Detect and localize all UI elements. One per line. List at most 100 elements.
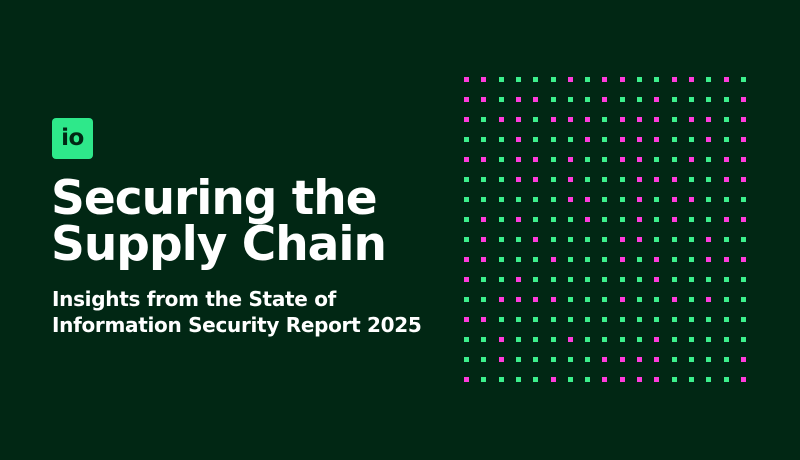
green-dot xyxy=(619,317,625,322)
magenta-dot xyxy=(481,237,487,242)
green-dot xyxy=(533,317,539,322)
magenta-dot xyxy=(481,317,487,322)
magenta-dot xyxy=(723,77,729,82)
magenta-dot xyxy=(706,237,712,242)
magenta-dot xyxy=(723,177,729,182)
magenta-dot xyxy=(498,117,504,122)
magenta-dot xyxy=(481,217,487,222)
magenta-dot xyxy=(740,257,746,262)
green-dot xyxy=(619,277,625,282)
green-dot xyxy=(671,357,677,362)
green-dot xyxy=(585,377,591,382)
green-dot xyxy=(688,317,694,322)
green-dot xyxy=(723,337,729,342)
green-dot xyxy=(585,157,591,162)
green-dot xyxy=(688,277,694,282)
green-dot xyxy=(567,257,573,262)
green-dot xyxy=(550,217,556,222)
green-dot xyxy=(671,237,677,242)
green-dot xyxy=(550,237,556,242)
green-dot xyxy=(723,377,729,382)
title-line-1: Securing the xyxy=(51,171,378,226)
green-dot xyxy=(706,377,712,382)
green-dot xyxy=(498,137,504,142)
magenta-dot xyxy=(515,117,521,122)
green-dot xyxy=(585,317,591,322)
green-dot xyxy=(585,237,591,242)
green-dot xyxy=(619,97,625,102)
magenta-dot xyxy=(688,117,694,122)
green-dot xyxy=(740,297,746,302)
green-dot xyxy=(585,257,591,262)
magenta-dot xyxy=(619,77,625,82)
green-dot xyxy=(567,357,573,362)
magenta-dot xyxy=(654,377,660,382)
magenta-dot xyxy=(723,217,729,222)
green-dot xyxy=(688,257,694,262)
green-dot xyxy=(602,197,608,202)
green-dot xyxy=(533,357,539,362)
magenta-dot xyxy=(619,137,625,142)
green-dot xyxy=(671,277,677,282)
green-dot xyxy=(481,137,487,142)
green-dot xyxy=(706,357,712,362)
magenta-dot xyxy=(515,97,521,102)
magenta-dot xyxy=(637,177,642,182)
green-dot xyxy=(533,197,539,202)
magenta-dot xyxy=(671,197,677,202)
green-dot xyxy=(723,277,729,282)
magenta-dot xyxy=(654,337,660,342)
green-dot xyxy=(619,217,625,222)
green-dot xyxy=(671,157,677,162)
magenta-dot xyxy=(515,277,521,282)
green-dot xyxy=(671,97,677,102)
green-dot xyxy=(481,297,487,302)
magenta-dot xyxy=(464,257,469,262)
green-dot xyxy=(740,237,746,242)
magenta-dot xyxy=(619,117,625,122)
green-dot xyxy=(706,217,712,222)
green-dot xyxy=(619,177,625,182)
green-dot xyxy=(550,197,556,202)
magenta-dot xyxy=(567,157,573,162)
magenta-dot xyxy=(567,177,573,182)
green-dot xyxy=(585,77,591,82)
green-dot xyxy=(550,337,556,342)
magenta-dot xyxy=(533,297,539,302)
subtitle-line-1: Insights from the State of xyxy=(52,287,337,311)
green-dot xyxy=(723,137,729,142)
green-dot xyxy=(723,97,729,102)
magenta-dot xyxy=(585,217,591,222)
magenta-dot xyxy=(567,337,573,342)
magenta-dot xyxy=(619,237,625,242)
green-dot xyxy=(585,97,591,102)
green-dot xyxy=(498,157,504,162)
green-dot xyxy=(498,97,504,102)
green-dot xyxy=(602,117,608,122)
magenta-dot xyxy=(464,77,469,82)
green-dot xyxy=(464,237,469,242)
green-dot xyxy=(602,177,608,182)
green-dot xyxy=(688,177,694,182)
green-dot xyxy=(498,177,504,182)
green-dot xyxy=(498,217,504,222)
green-dot xyxy=(567,377,573,382)
green-dot xyxy=(688,97,694,102)
green-dot xyxy=(706,337,712,342)
green-dot xyxy=(706,177,712,182)
green-dot xyxy=(585,277,591,282)
green-dot xyxy=(637,257,642,262)
green-dot xyxy=(723,117,729,122)
green-dot xyxy=(654,77,660,82)
green-dot xyxy=(515,237,521,242)
magenta-dot xyxy=(740,177,746,182)
magenta-dot xyxy=(740,377,746,382)
green-dot xyxy=(706,317,712,322)
magenta-dot xyxy=(585,117,591,122)
magenta-dot xyxy=(515,137,521,142)
magenta-dot xyxy=(464,317,469,322)
title-line-2: Supply Chain xyxy=(51,217,387,272)
magenta-dot xyxy=(723,257,729,262)
green-dot xyxy=(498,77,504,82)
green-dot xyxy=(602,137,608,142)
